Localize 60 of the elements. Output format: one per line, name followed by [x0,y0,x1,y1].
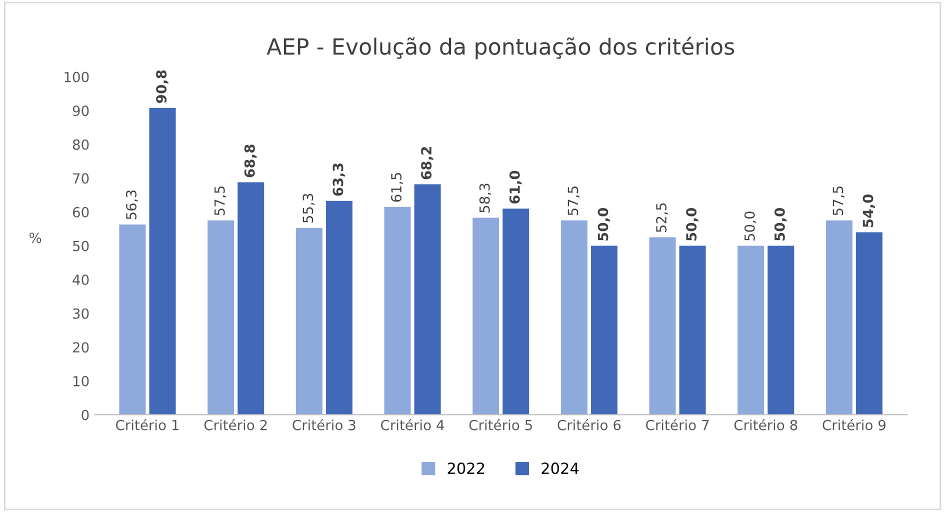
x-tick-label: Critério 7 [646,419,709,430]
bar [856,232,882,415]
x-tick-label: Critério 4 [381,419,444,430]
x-tick-label: Critério 6 [558,419,621,430]
data-label: 56,3 [126,190,138,220]
data-label: 50,0 [744,212,756,241]
data-label: 63,3 [332,163,345,196]
bar [296,228,322,415]
data-label: 90,8 [156,70,168,104]
bar [826,220,852,415]
bar [238,182,264,415]
x-tick-label: Critério 1 [116,419,179,430]
y-tick-label: 0 [82,410,89,420]
bar [502,208,530,415]
data-label: 50,0 [686,208,698,241]
bar [738,246,764,415]
y-tick-label: 40 [72,274,89,286]
data-label: 68,2 [421,147,434,180]
data-label: 50,0 [598,208,610,241]
y-tick-label: 10 [73,376,89,386]
y-axis-title: % [30,232,42,244]
y-tick-label: 100 [64,72,89,82]
bar [119,224,146,415]
legend-label: 2022 [448,462,484,474]
bar [326,200,352,415]
x-tick-label: Critério 2 [204,419,267,430]
data-label: 50,0 [774,208,787,241]
data-label: 58,3 [479,184,492,212]
data-label: 61,5 [391,173,403,202]
bar [472,218,500,415]
data-label: 68,8 [244,144,257,178]
y-tick-label: 30 [73,308,89,319]
bar [590,246,618,415]
legend-label: 2024 [542,462,579,474]
data-label: 52,5 [656,203,668,232]
y-tick-label: 90 [72,106,89,116]
bar [649,237,676,415]
data-label: 57,5 [214,186,226,216]
bar [768,246,794,415]
x-tick-label: Critério 5 [469,419,532,430]
bar [560,220,588,415]
bar [384,206,411,415]
bar [414,184,441,415]
data-label: 61,0 [509,170,522,204]
data-label: 55,3 [302,194,315,223]
y-tick-label: 80 [72,139,89,150]
data-label: 57,5 [568,186,580,216]
bar [208,220,234,415]
x-tick-label: Critério 3 [292,419,356,430]
data-label: 57,5 [832,186,845,216]
bar [679,246,706,415]
y-tick-label: 60 [72,206,89,218]
x-tick-label: Critério 8 [734,419,798,430]
y-tick-label: 70 [73,173,89,184]
y-tick-label: 20 [72,342,89,353]
chart-title: AEP - Evolução da pontuação dos critérios [266,36,734,60]
x-tick-label: Critério 9 [822,419,886,430]
y-tick-label: 50 [73,240,89,252]
bar [149,108,176,415]
data-label: 54,0 [862,194,876,228]
